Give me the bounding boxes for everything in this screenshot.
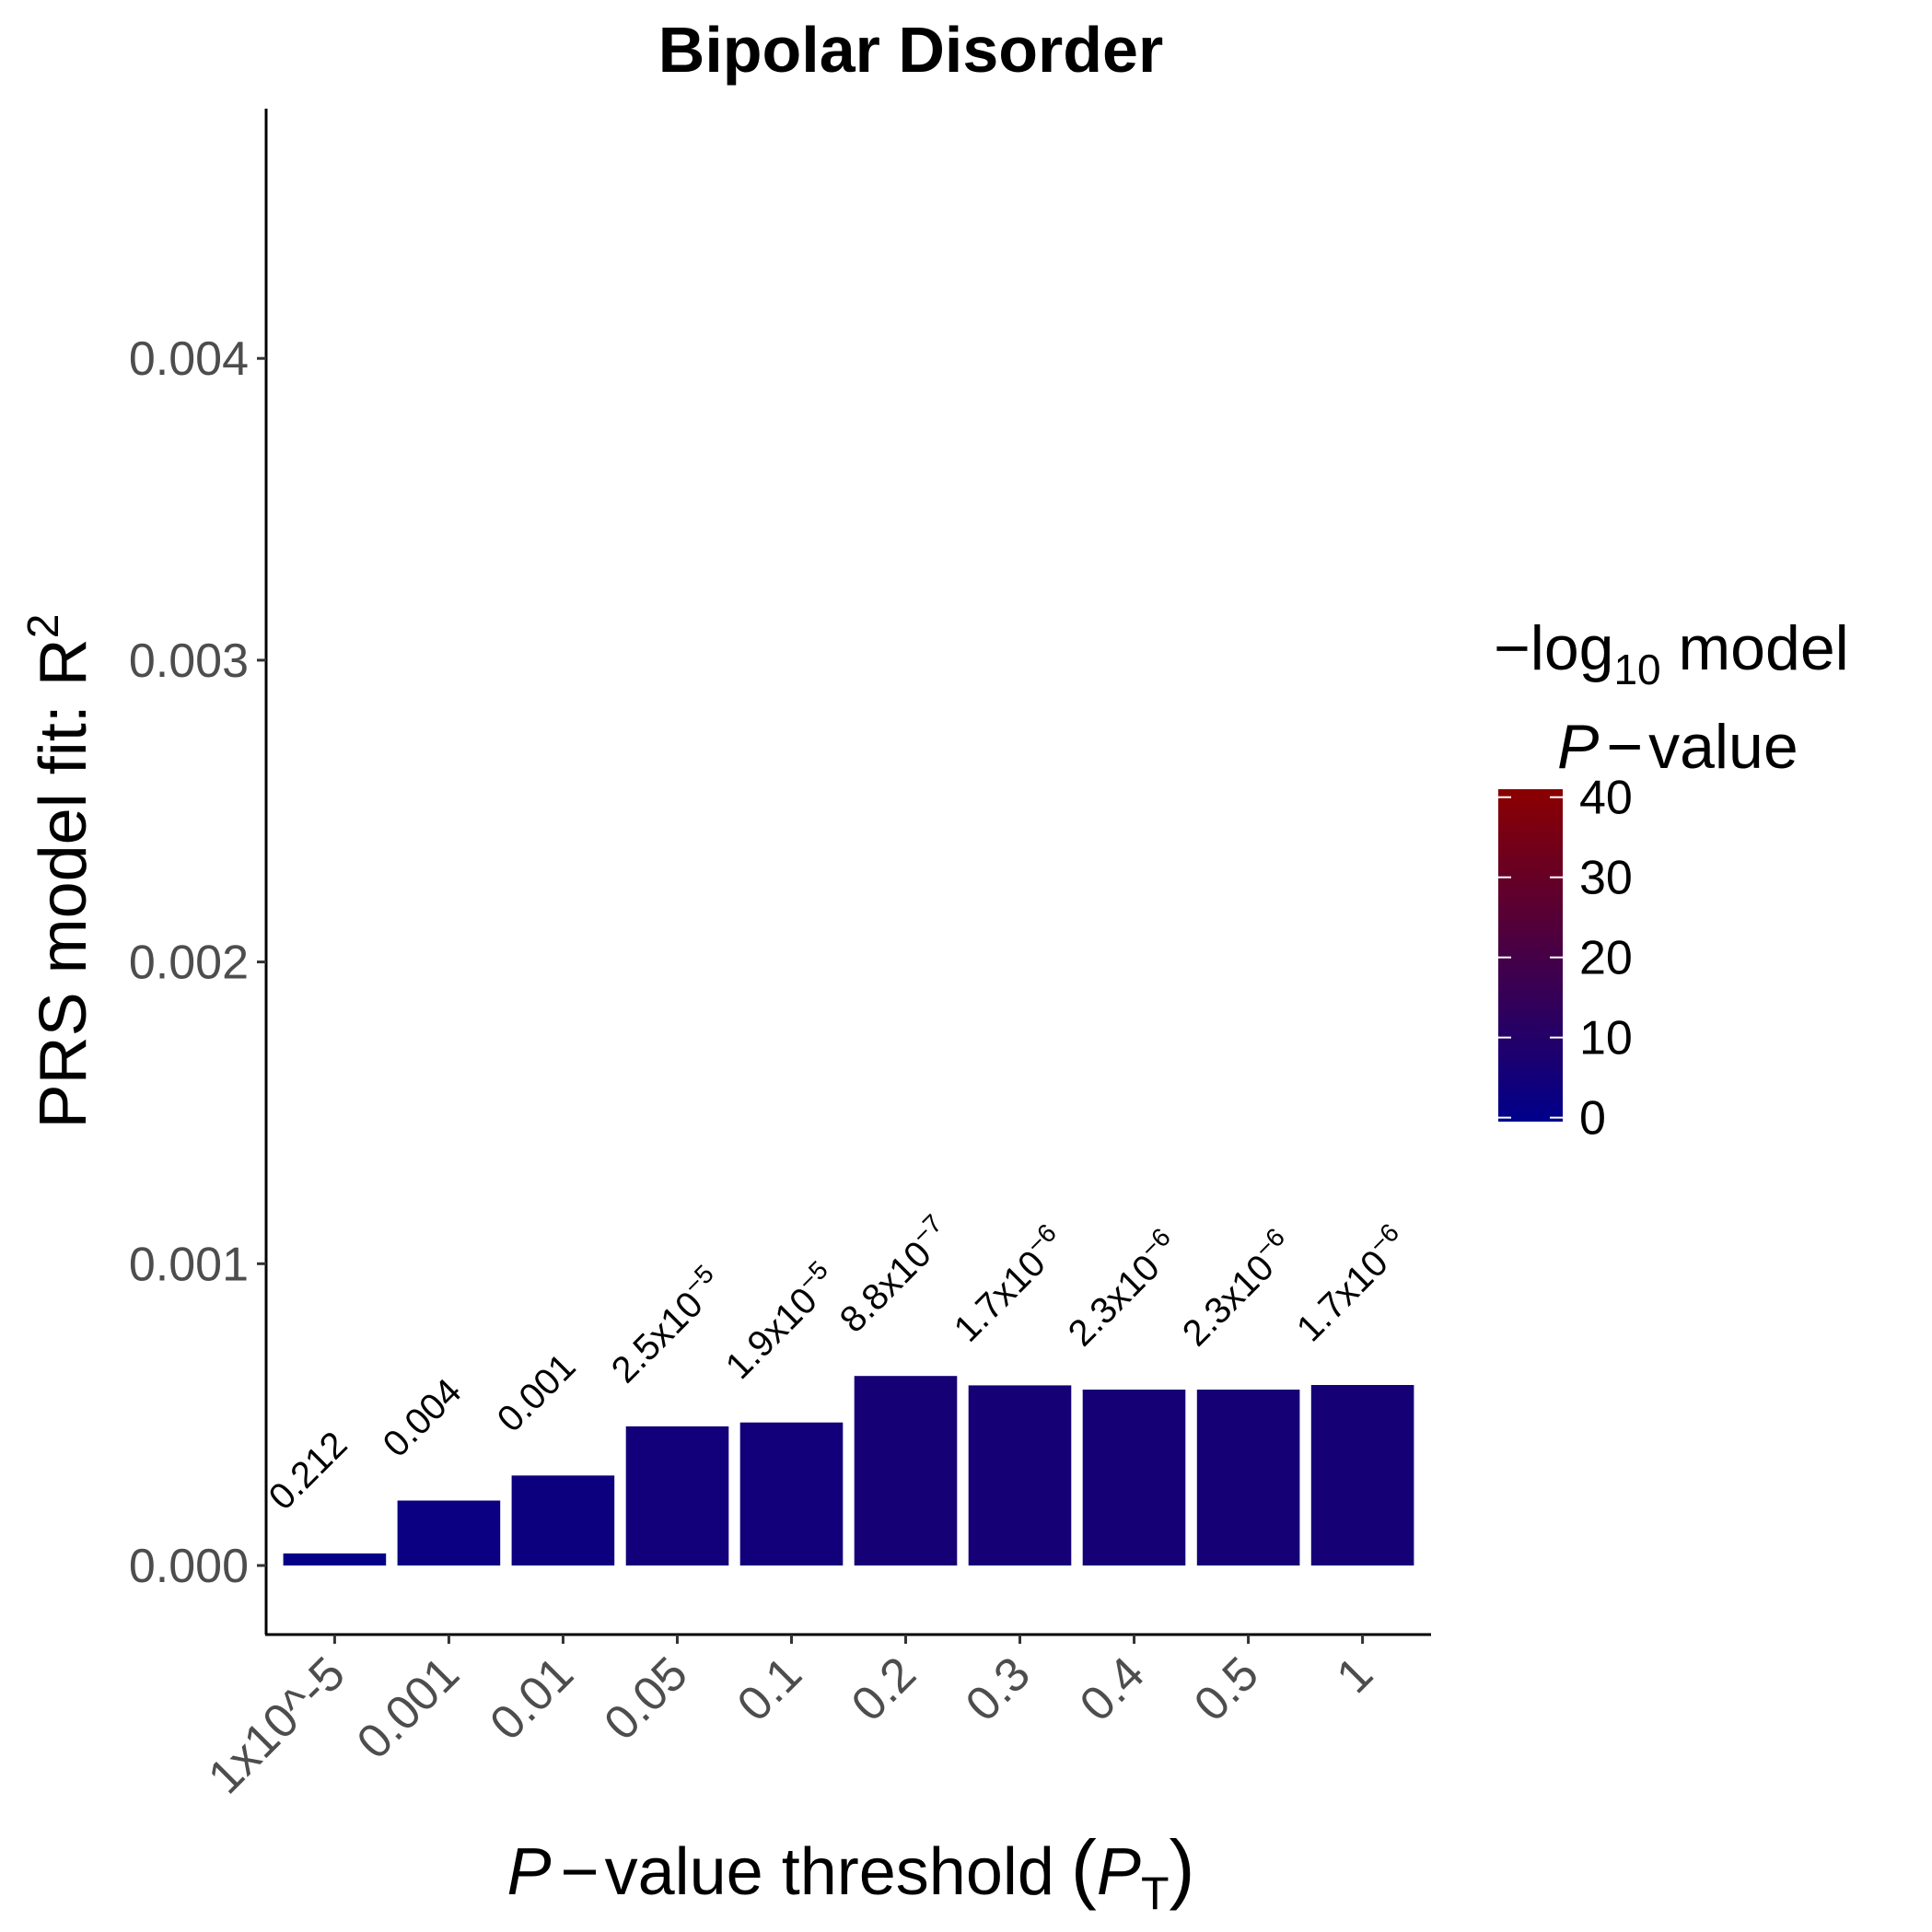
x-tick-label: 1: [1327, 1647, 1383, 1703]
legend-tick-label: 0: [1579, 1092, 1606, 1146]
legend-title-rest: model: [1661, 613, 1849, 683]
y-tick-label: 0.001: [129, 1238, 249, 1291]
y-tick-label: 0.002: [129, 937, 249, 990]
bar: [854, 1376, 958, 1565]
x-axis-title-text: value threshold: [605, 1835, 1054, 1909]
x-tick-label: 0.001: [347, 1647, 470, 1769]
x-tick-label: 0.3: [956, 1647, 1041, 1731]
legend-ticks: 0 10 20 30 40: [1498, 772, 1633, 1146]
bar-label: 2.3x10−6: [1171, 1222, 1303, 1354]
legend-title-line1: −log10 model: [1494, 613, 1849, 693]
x-axis-ticks: 1x10^-50.001 0.01 0.05 0.1 0.2 0.3 0.4 0.5 1: [198, 1635, 1383, 1804]
bar-label: 0.212: [262, 1424, 355, 1518]
x-axis-title-close: ): [1169, 1824, 1194, 1911]
chart-title: Bipolar Disorder: [658, 14, 1163, 86]
x-tick-label: 0.4: [1070, 1647, 1155, 1731]
x-axis-title-minus: −: [561, 1835, 599, 1909]
legend-tick-label: 30: [1579, 852, 1633, 905]
x-tick-label: 0.05: [594, 1647, 698, 1751]
legend-title-p: P: [1557, 712, 1599, 782]
bar: [968, 1385, 1072, 1565]
legend-title-minus2: −: [1606, 712, 1643, 782]
bar-label: 1.7x10−6: [1286, 1217, 1417, 1349]
x-axis-title-p: P: [507, 1835, 552, 1909]
legend-tick-label: 20: [1579, 932, 1633, 985]
x-tick-label: 1x10^-5: [198, 1647, 355, 1804]
bar: [625, 1426, 729, 1565]
bar-label: 0.001: [490, 1346, 584, 1440]
bar-label: 8.8x10−7: [829, 1209, 960, 1341]
bar-label: 1.7x10−6: [943, 1218, 1075, 1350]
bar: [283, 1553, 387, 1565]
bar-label: 2.5x10−5: [600, 1259, 732, 1391]
bar: [1082, 1390, 1186, 1565]
y-tick-label: 0.004: [129, 332, 249, 386]
x-tick-label: 0.2: [842, 1647, 926, 1731]
legend-title-log: log: [1530, 613, 1614, 683]
legend-title-sub: 10: [1613, 646, 1660, 693]
bar-label: 2.3x10−6: [1057, 1222, 1189, 1354]
bar: [511, 1475, 615, 1565]
x-tick-label: 0.1: [727, 1647, 812, 1731]
x-tick-label: 0.5: [1184, 1647, 1269, 1731]
bar: [397, 1500, 501, 1565]
y-axis-title-text: PRS model fit: R: [27, 638, 100, 1128]
x-axis-title: P −value threshold (PT): [507, 1824, 1195, 1919]
x-axis-title-sym: P: [1097, 1835, 1141, 1909]
y-tick-label: 0.000: [129, 1540, 249, 1593]
bar-label: 0.004: [376, 1371, 470, 1465]
bar: [1310, 1385, 1414, 1565]
legend-title-minus: −: [1494, 613, 1530, 683]
x-axis-title-sub: T: [1141, 1868, 1170, 1919]
y-tick-label: 0.003: [129, 634, 249, 688]
legend-title-line2: P −value: [1557, 712, 1798, 782]
bars: [283, 1376, 1414, 1565]
x-axis-title-open: (: [1071, 1824, 1097, 1911]
bar-label: 1.9x10−5: [715, 1255, 846, 1387]
legend-colorbar: [1498, 789, 1563, 1122]
legend-title-value: value: [1648, 712, 1798, 782]
x-tick-label: 0.01: [480, 1647, 584, 1751]
bar: [739, 1422, 844, 1565]
y-axis-title: PRS model fit: R2: [19, 614, 100, 1129]
y-axis-title-sup: 2: [19, 614, 68, 639]
legend-tick-label: 10: [1579, 1012, 1633, 1065]
legend-tick-label: 40: [1579, 772, 1633, 825]
bar: [1196, 1390, 1300, 1565]
y-axis-ticks: 0.000 0.001 0.002 0.003 0.004: [129, 332, 266, 1593]
